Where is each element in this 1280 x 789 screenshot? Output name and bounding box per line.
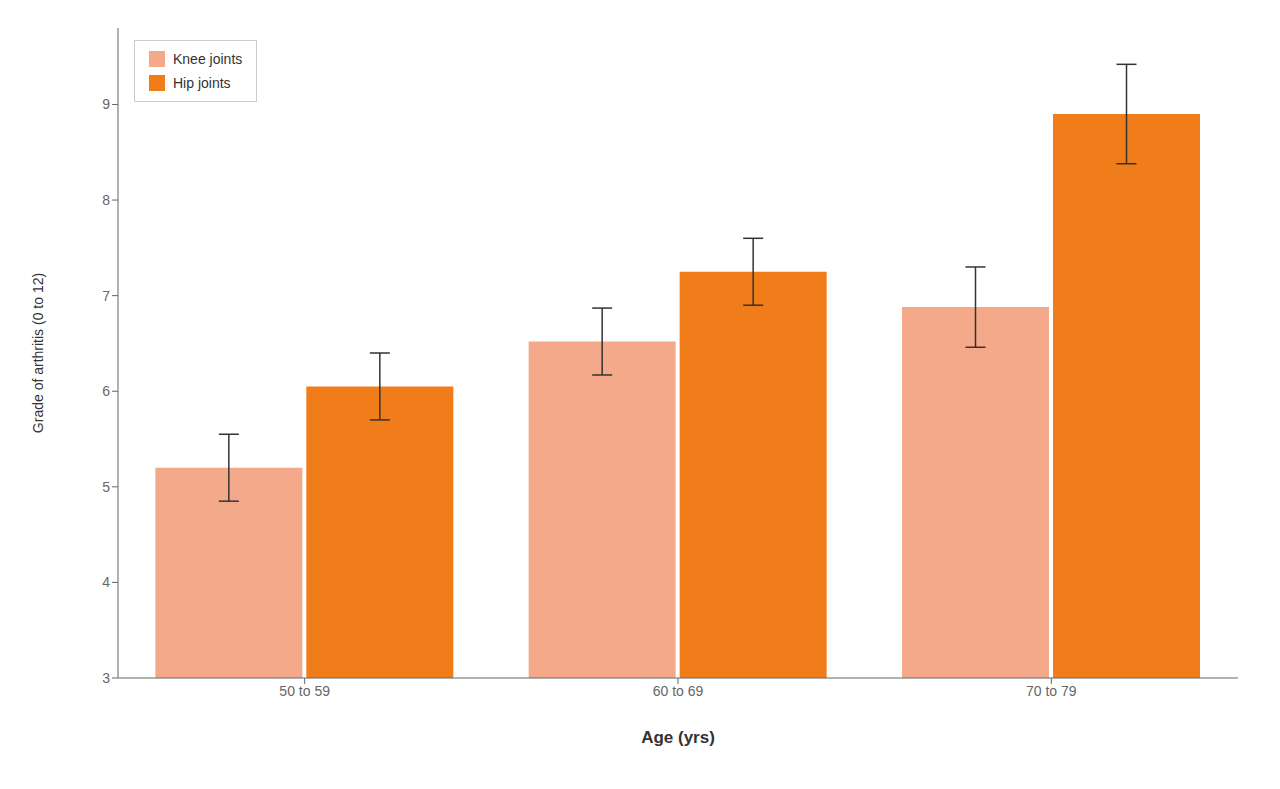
html-text:Knee joints: Knee joints bbox=[173, 51, 243, 67]
svg-text:3: 3 bbox=[102, 670, 110, 686]
svg-text:5: 5 bbox=[102, 479, 110, 495]
svg-text:Grade of arthritis (0 to 12): Grade of arthritis (0 to 12) bbox=[30, 273, 46, 433]
svg-text:Age (yrs): Age (yrs) bbox=[641, 728, 715, 747]
svg-text:70 to 79: 70 to 79 bbox=[1026, 683, 1077, 699]
svg-text:50 to 59: 50 to 59 bbox=[279, 683, 330, 699]
svg-text:8: 8 bbox=[102, 192, 110, 208]
svg-text:4: 4 bbox=[102, 574, 110, 590]
svg-text:7: 7 bbox=[102, 288, 110, 304]
svg-text:60 to 69: 60 to 69 bbox=[653, 683, 704, 699]
svg-text:6: 6 bbox=[102, 383, 110, 399]
svg-text:9: 9 bbox=[102, 96, 110, 112]
html-text:Hip joints: Hip joints bbox=[173, 75, 231, 91]
